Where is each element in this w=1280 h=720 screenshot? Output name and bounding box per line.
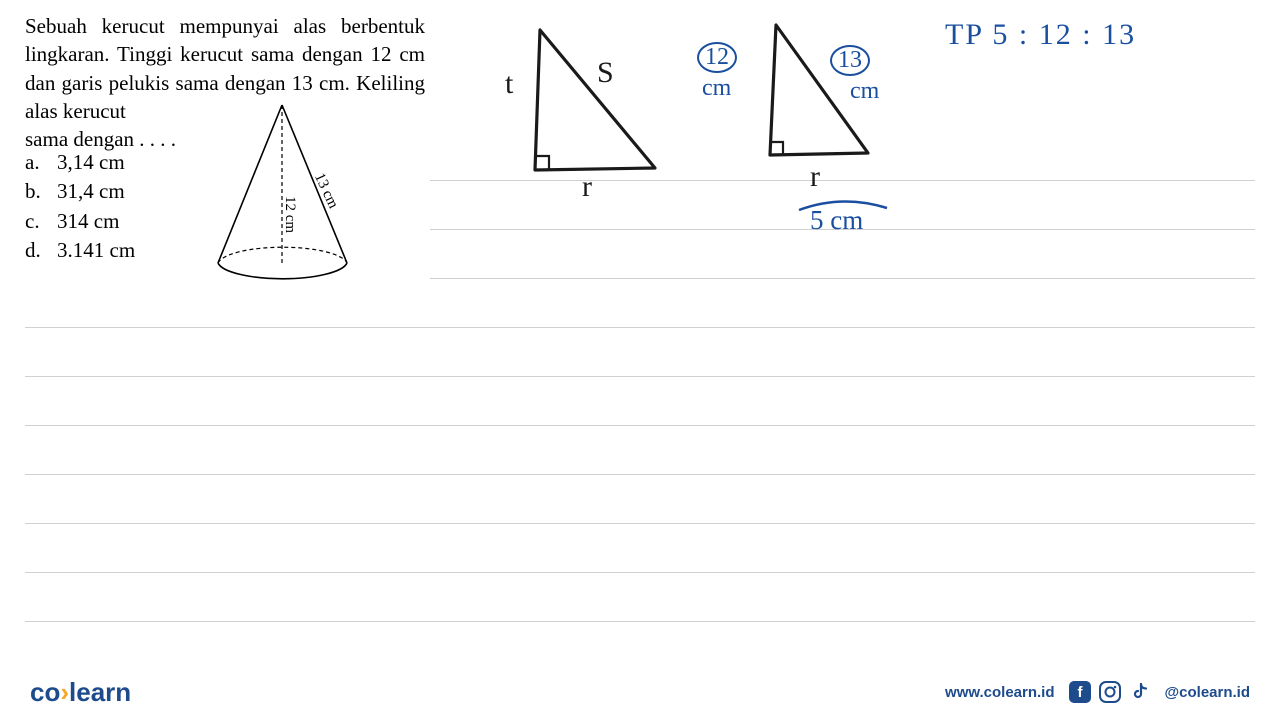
tri2-r-label: r (810, 160, 820, 194)
tri2-13-cm: cm (850, 78, 879, 105)
tri1-t-label: t (505, 67, 513, 101)
tri2-12-cm: cm (702, 75, 731, 102)
tri2-r-value: 5 cm (810, 205, 863, 236)
tri1-r-label: r (582, 170, 592, 204)
social-handle: @colearn.id (1165, 684, 1250, 701)
website-url: www.colearn.id (945, 684, 1054, 701)
instagram-icon (1099, 681, 1121, 703)
tiktok-icon (1129, 681, 1151, 703)
footer: co›learn www.colearn.id f @colearn.id (0, 664, 1280, 720)
logo: co›learn (30, 677, 131, 708)
handwriting-layer: t S r 12 cm 13 cm r 5 cm TP 5 : 12 : 13 (0, 0, 1280, 660)
tri2-12: 12 (697, 42, 737, 73)
logo-dot-icon: › (60, 677, 69, 707)
tri1-s-label: S (597, 56, 614, 90)
hand-triangle-1 (500, 25, 665, 185)
footer-right: www.colearn.id f @colearn.id (945, 681, 1250, 703)
facebook-icon: f (1069, 681, 1091, 703)
content-area: Sebuah kerucut mempunyai alas berbentuk … (0, 0, 1280, 660)
social-icons: f (1069, 681, 1151, 703)
tp-line: TP 5 : 12 : 13 (945, 18, 1136, 52)
tri2-13: 13 (830, 45, 870, 76)
